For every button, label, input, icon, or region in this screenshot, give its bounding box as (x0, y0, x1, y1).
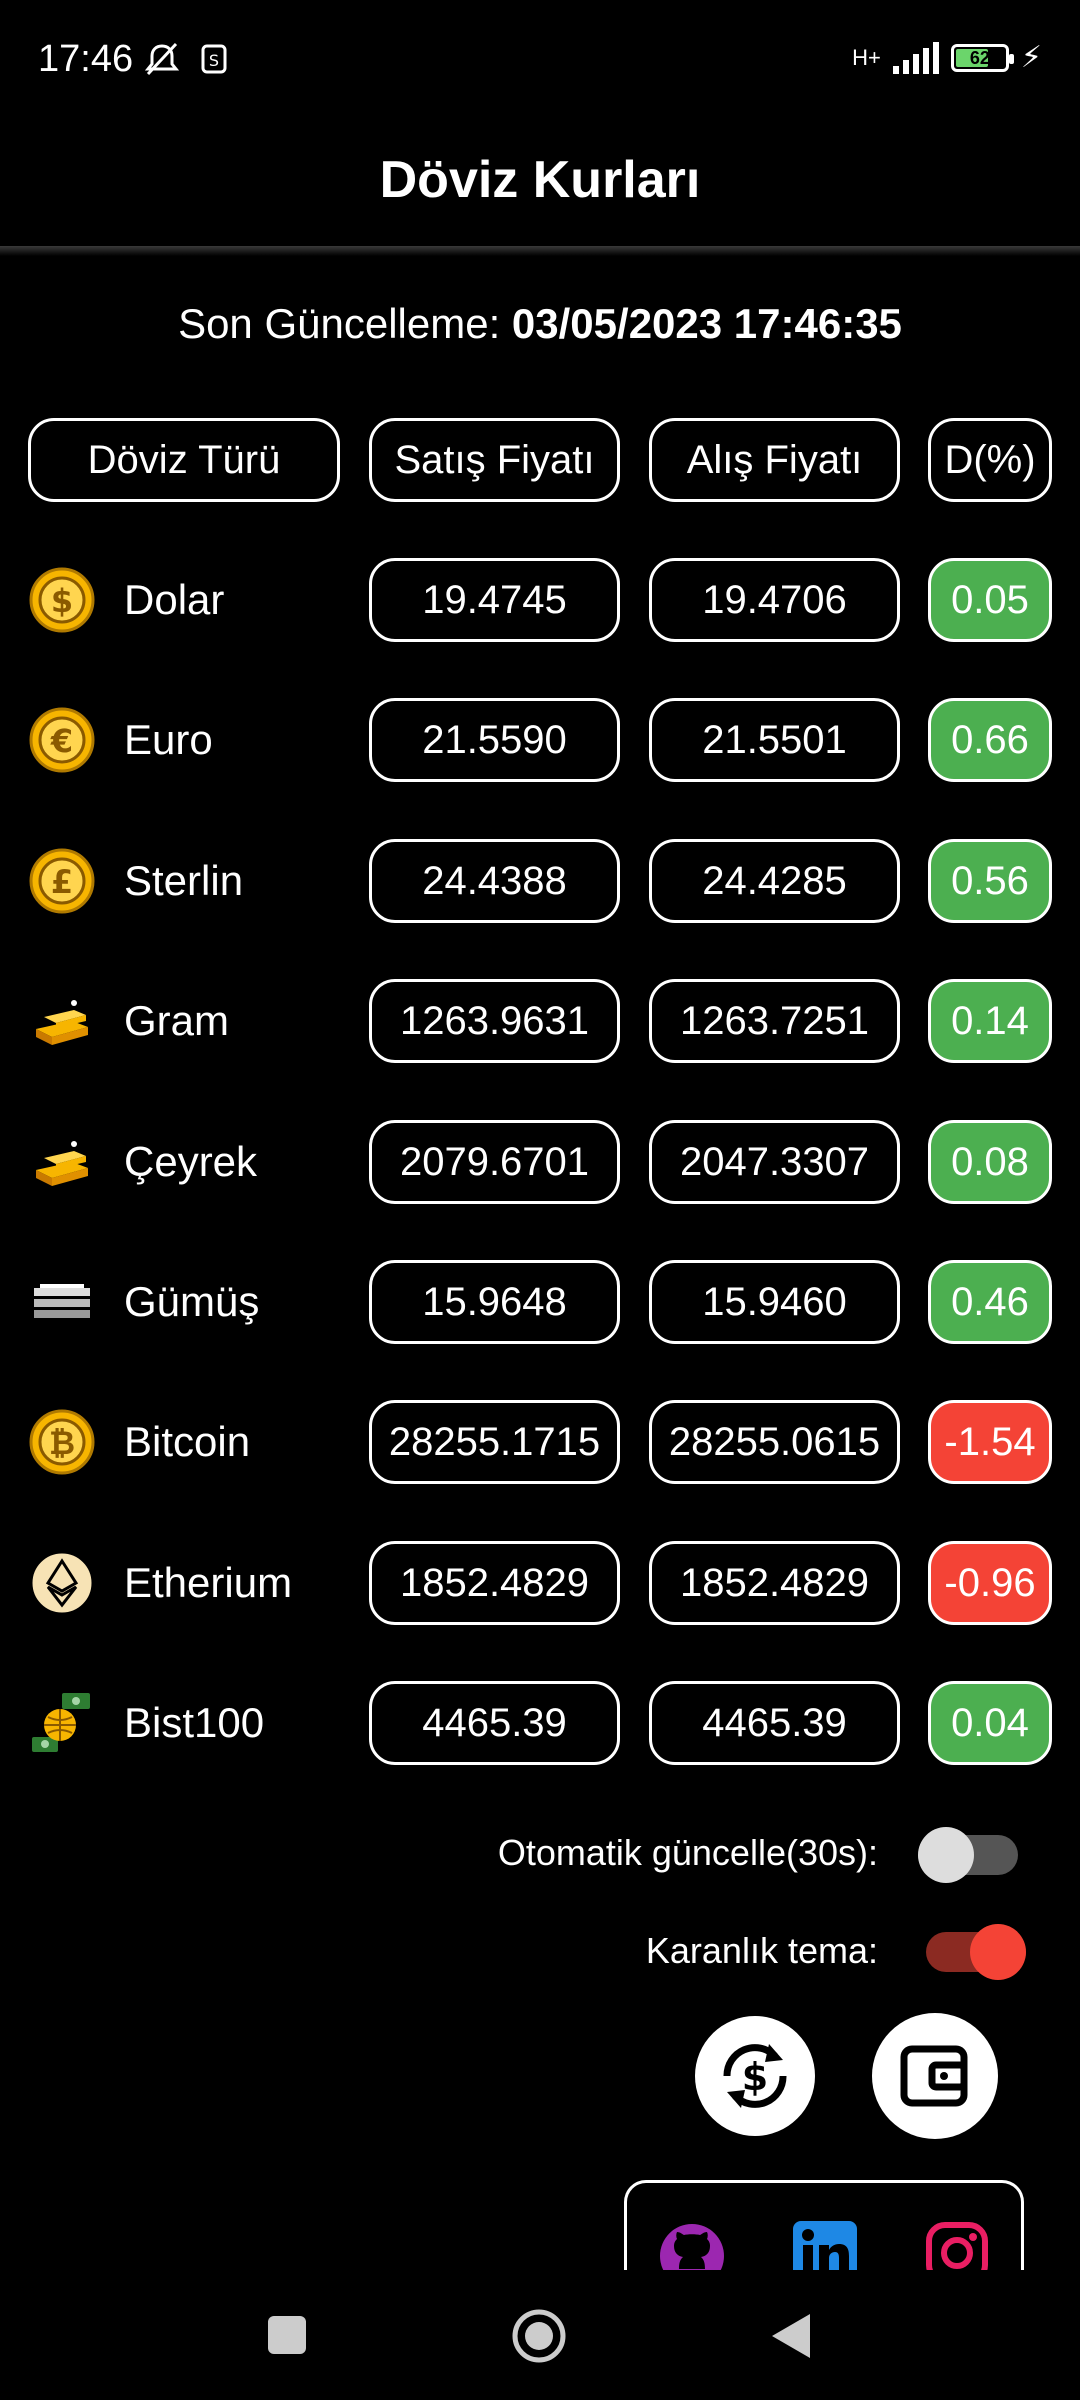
home-button[interactable] (511, 2308, 567, 2364)
battery-level: 62 (969, 47, 990, 68)
globe-money-icon (28, 1689, 96, 1757)
currency-name-dolar: Dolar (124, 576, 225, 623)
sell-price-gm: 15.9648 (369, 1260, 620, 1344)
auto-update-label: Otomatik güncelle(30s): (497, 1832, 878, 1873)
buy-price-etherium: 1852.4829 (649, 1541, 900, 1625)
sell-price-sterlin: 24.4388 (369, 839, 620, 923)
currency-name-bitcoin: Bitcoin (124, 1418, 251, 1465)
status-left-icons: S (142, 40, 231, 89)
dollar-coin-icon: $ (28, 566, 96, 634)
header-sell-price: Satış Fiyatı (369, 418, 620, 502)
page-title: Döviz Kurları (379, 151, 701, 209)
change-percent-sterlin: 0.56 (928, 839, 1052, 923)
bell-off-icon (144, 42, 180, 76)
status-time: 17:46 (38, 38, 134, 80)
change-percent-bist100: 0.04 (928, 1681, 1052, 1765)
ethereum-coin-icon (28, 1549, 96, 1617)
svg-text:₿: ₿ (49, 1424, 75, 1462)
sell-price-bist100: 4465.39 (369, 1681, 620, 1765)
battery-icon: 62 (950, 43, 1014, 72)
last-update-label: Son Güncelleme: (178, 300, 501, 347)
buy-price-bist100: 4465.39 (649, 1681, 900, 1765)
charging-icon: ⚡ (1020, 41, 1042, 74)
change-percent-gm: 0.46 (928, 1260, 1052, 1344)
header-buy-price: Alış Fiyatı (649, 418, 900, 502)
github-icon[interactable] (657, 2221, 727, 2280)
sell-price-dolar: 19.4745 (369, 558, 620, 642)
currency-name-gram: Gram (124, 997, 229, 1044)
linkedin-icon[interactable] (793, 2221, 857, 2280)
currency-name-etherium: Etherium (124, 1559, 293, 1606)
buy-price-eyrek: 2047.3307 (649, 1120, 900, 1204)
sell-price-euro: 21.5590 (369, 698, 620, 782)
app-bar: Döviz Kurları (0, 128, 1080, 256)
wallet-button[interactable] (872, 2013, 998, 2139)
svg-text:$: $ (742, 2055, 768, 2099)
change-percent-eyrek: 0.08 (928, 1120, 1052, 1204)
currency-name-gm: Gümüş (124, 1278, 260, 1325)
buy-price-dolar: 19.4706 (649, 558, 900, 642)
pound-coin-icon: £ (28, 847, 96, 915)
sell-price-gram: 1263.9631 (369, 979, 620, 1063)
header-currency-type: Döviz Türü (28, 418, 340, 502)
currency-name-bist100: Bist100 (124, 1699, 265, 1746)
svg-text:€: € (50, 722, 73, 760)
gold-bar-icon (28, 1128, 96, 1196)
dark-theme-label: Karanlık tema: (645, 1930, 878, 1971)
currency-convert-button[interactable]: $ (695, 2016, 815, 2136)
change-percent-etherium: -0.96 (928, 1541, 1052, 1625)
last-update: Son Güncelleme: 03/05/2023 17:46:35 (0, 300, 1080, 348)
last-update-value: 03/05/2023 17:46:35 (511, 300, 902, 347)
currency-name-euro: Euro (124, 716, 213, 763)
buy-price-bitcoin: 28255.0615 (649, 1400, 900, 1484)
screen-record-icon: S (201, 44, 227, 74)
change-percent-gram: 0.14 (928, 979, 1052, 1063)
buy-price-sterlin: 24.4285 (649, 839, 900, 923)
change-percent-bitcoin: -1.54 (928, 1400, 1052, 1484)
currency-name-eyrek: Çeyrek (124, 1138, 258, 1185)
social-links (624, 2180, 1024, 2280)
back-button[interactable] (768, 2312, 814, 2360)
sell-price-bitcoin: 28255.1715 (369, 1400, 620, 1484)
buy-price-gm: 15.9460 (649, 1260, 900, 1344)
svg-text:$: $ (51, 582, 73, 620)
buy-price-gram: 1263.7251 (649, 979, 900, 1063)
signal-icon (892, 41, 939, 74)
instagram-icon[interactable] (925, 2221, 989, 2280)
silver-bar-icon (28, 1268, 96, 1336)
network-type: H+ (852, 44, 881, 70)
change-percent-dolar: 0.05 (928, 558, 1052, 642)
status-bar: 17:46 S H+ 62 ⚡ (0, 0, 1080, 128)
status-right-icons: H+ 62 ⚡ (852, 40, 1042, 75)
header-change-percent: D(%) (928, 418, 1052, 502)
bitcoin-coin-icon: ₿ (28, 1408, 96, 1476)
currency-name-sterlin: Sterlin (124, 857, 244, 904)
currency-exchange-icon: $ (723, 2044, 787, 2108)
wallet-icon (900, 2045, 968, 2107)
sell-price-eyrek: 2079.6701 (369, 1120, 620, 1204)
gold-bar-icon (28, 987, 96, 1055)
euro-coin-icon: € (28, 706, 96, 774)
svg-text:£: £ (51, 863, 73, 901)
svg-text:S: S (209, 51, 219, 70)
system-nav-bar (0, 2270, 1080, 2400)
change-percent-euro: 0.66 (928, 698, 1052, 782)
recents-button[interactable] (266, 2314, 308, 2356)
buy-price-euro: 21.5501 (649, 698, 900, 782)
sell-price-etherium: 1852.4829 (369, 1541, 620, 1625)
